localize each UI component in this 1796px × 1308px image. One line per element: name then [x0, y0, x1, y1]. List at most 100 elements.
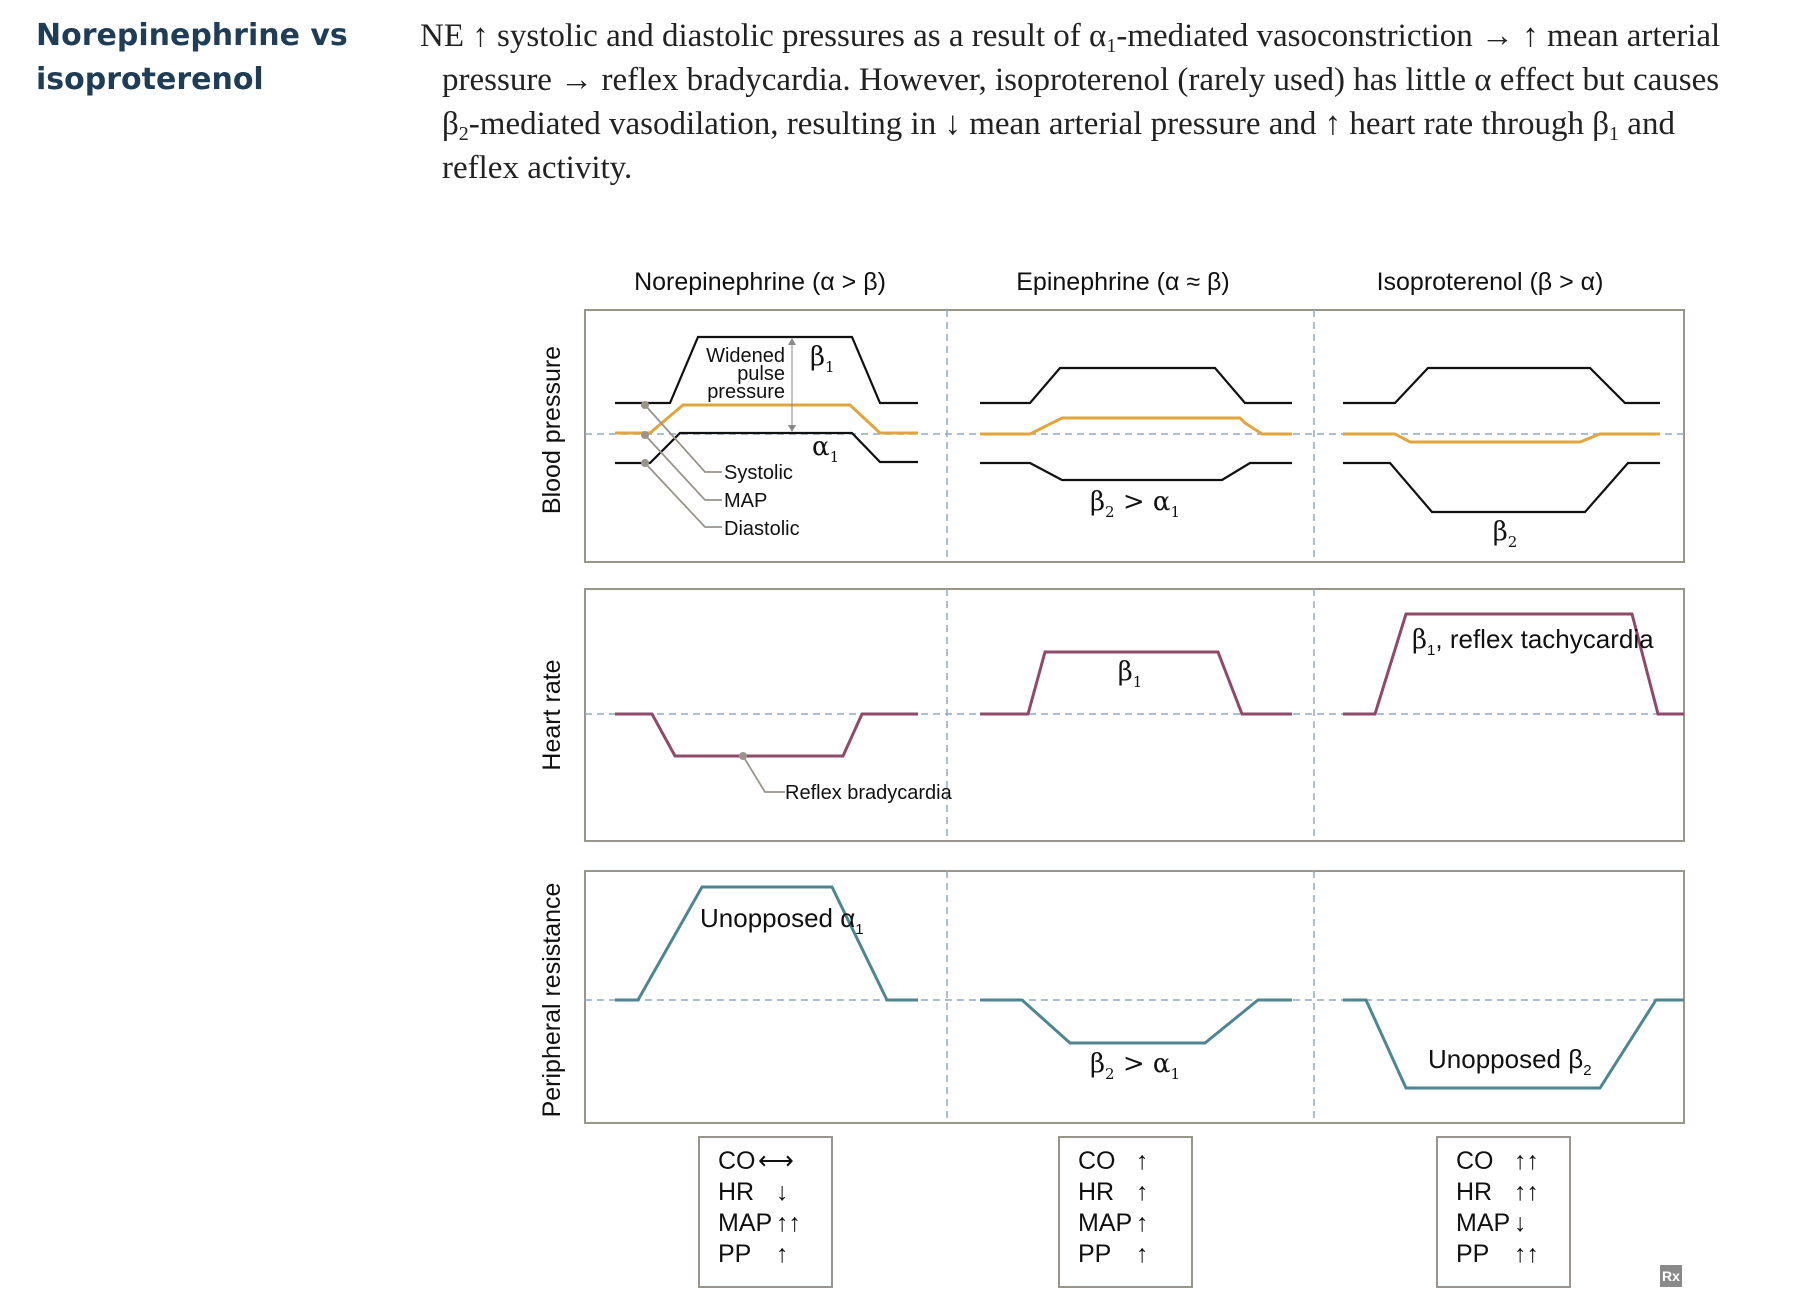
pulse-pressure-arrowhead-down	[788, 425, 796, 432]
summary-row-map: MAP ↓	[1456, 1208, 1569, 1239]
label-ne-alpha1-main: α	[812, 432, 830, 462]
callout-systolic	[644, 404, 722, 473]
epi-heart-rate-line	[980, 650, 1292, 716]
label-pressure: pressure	[707, 381, 785, 403]
summary-row-map: MAP ↑↑	[718, 1208, 831, 1239]
column-title-norepinephrine: Norepinephrine (α > β)	[634, 268, 886, 296]
label-ne-beta1: β1	[810, 342, 835, 376]
para-line-3-sub1: 2	[458, 123, 469, 145]
panel-frame-blood-pressure	[584, 309, 1685, 563]
label-iso-hr-sub: 1	[1427, 642, 1435, 659]
epi-diastolic-line	[980, 461, 1292, 482]
summary-row-hr: HR ↓	[718, 1177, 831, 1208]
summary-value: ↑↑	[1514, 1240, 1539, 1268]
label-iso-bp-main: β	[1493, 517, 1508, 547]
label-epi-pr-a: β	[1090, 1049, 1105, 1079]
label-ne-beta1-main: β	[810, 342, 825, 372]
label-reflex-bradycardia: Reflex bradycardia	[785, 782, 953, 804]
summary-row-co: CO ⟷	[718, 1146, 831, 1177]
label-iso-pr: Unopposed β2	[1428, 1044, 1592, 1079]
iso-heart-rate-line	[1343, 612, 1684, 716]
ne-systolic-line	[615, 335, 918, 405]
para-line-1: NE ↑ systolic and diastolic pressures as…	[420, 14, 1780, 58]
iso-resistance-line	[1343, 998, 1684, 1090]
summary-key: PP	[1456, 1240, 1490, 1268]
column-dividers	[946, 310, 1315, 1123]
row-label-blood-pressure: Blood pressure	[538, 346, 566, 514]
callout-dot-systolic	[641, 401, 649, 409]
summary-value: ↓	[1514, 1209, 1527, 1237]
legend-map: MAP	[724, 490, 767, 512]
summary-key: PP	[1078, 1240, 1112, 1268]
summary-value: ↑	[776, 1240, 789, 1268]
label-epi-pr-sub2: 1	[1170, 1065, 1180, 1083]
summary-key: HR	[718, 1178, 755, 1206]
summary-row-pp: PP ↑	[718, 1239, 831, 1270]
summary-key: MAP	[718, 1209, 773, 1237]
summary-box-isoproterenol: CO ↑↑ HR ↑↑ MAP ↓ PP ↑↑	[1436, 1136, 1571, 1288]
label-iso-bp: β2	[1493, 517, 1518, 551]
para-line-3-b: -mediated vasodilation, resulting in ↓ m…	[468, 106, 1610, 142]
para-line-1-b: -mediated vasoconstriction → ↑ mean arte…	[1116, 18, 1721, 54]
column-title-epinephrine: Epinephrine (α ≈ β)	[1016, 268, 1229, 296]
label-widened: Widened	[706, 345, 785, 367]
para-line-1-a: NE ↑ systolic and diastolic pressures as…	[420, 18, 1107, 54]
iso-systolic-line	[1343, 366, 1660, 405]
topic-line-1: Norepinephrine vs	[36, 18, 348, 53]
summary-value: ↑	[1136, 1240, 1149, 1268]
para-line-3-c: and	[1619, 106, 1675, 142]
para-line-3: β2-mediated vasodilation, resulting in ↓…	[420, 102, 1780, 146]
summary-row-pp: PP ↑	[1078, 1239, 1191, 1270]
label-epi-pr-sub1: 2	[1105, 1065, 1115, 1083]
legend-diastolic: Diastolic	[724, 518, 800, 540]
label-iso-pr-a: Unopposed β	[1428, 1044, 1583, 1074]
summary-row-co: CO ↑	[1078, 1146, 1191, 1177]
bp-legend-callouts	[644, 404, 722, 528]
para-line-4: reflex activity.	[442, 150, 633, 186]
legend-systolic: Systolic	[724, 462, 793, 484]
summary-key: HR	[1078, 1178, 1115, 1206]
ne-map-line	[615, 403, 918, 435]
label-epi-hr-main: β	[1118, 657, 1133, 687]
summary-row-co: CO ↑↑	[1456, 1146, 1569, 1177]
summary-row-hr: HR ↑↑	[1456, 1177, 1569, 1208]
panel-frame-peripheral-resistance	[584, 870, 1685, 1124]
callout-reflex-bradycardia	[742, 755, 785, 793]
summary-key: CO	[1078, 1147, 1116, 1175]
summary-row-hr: HR ↑	[1078, 1177, 1191, 1208]
label-epi-bp-sub2: 1	[1170, 503, 1180, 521]
ne-diastolic-line	[615, 431, 918, 465]
label-iso-hr: β1, reflex tachycardia	[1412, 624, 1654, 659]
epi-resistance-line	[980, 998, 1292, 1045]
label-epi-pr: β2 > α1	[1090, 1049, 1180, 1083]
label-epi-bp-a: β	[1090, 487, 1105, 517]
label-epi-hr-sub: 1	[1133, 673, 1143, 691]
epi-systolic-line	[980, 366, 1292, 405]
label-ne-beta1-sub: 1	[825, 358, 835, 376]
para-line-3-a: β	[442, 106, 459, 142]
label-ne-pr: Unopposed α1	[700, 903, 864, 938]
callout-diastolic	[644, 462, 722, 528]
summary-value: ↑↑	[776, 1209, 801, 1237]
summary-value: ↑↑	[1514, 1147, 1539, 1175]
summary-box-norepinephrine: CO ⟷ HR ↓ MAP ↑↑ PP ↑	[698, 1136, 833, 1288]
callout-dot-reflex-bradycardia	[739, 752, 747, 760]
summary-value: ⟷	[758, 1147, 794, 1175]
topic-line-2: isoproterenol	[36, 62, 264, 97]
label-iso-hr-b: , reflex tachycardia	[1435, 624, 1654, 654]
ne-heart-rate-line	[615, 712, 918, 758]
callout-dot-diastolic	[641, 459, 649, 467]
para-line-2: pressure → reflex bradycardia. However, …	[442, 62, 1720, 98]
summary-value: ↑	[1136, 1209, 1149, 1237]
callout-map	[644, 434, 722, 501]
label-ne-alpha1: α1	[812, 432, 839, 466]
summary-key: CO	[1456, 1147, 1494, 1175]
summary-key: MAP	[1456, 1209, 1511, 1237]
label-epi-bp-b: > α	[1115, 487, 1171, 517]
label-epi-bp: β2 > α1	[1090, 487, 1180, 521]
summary-box-epinephrine: CO ↑ HR ↑ MAP ↑ PP ↑	[1058, 1136, 1193, 1288]
label-pulse: pulse	[737, 363, 785, 385]
summary-value: ↑	[1136, 1178, 1149, 1206]
label-iso-bp-sub: 2	[1508, 533, 1518, 551]
